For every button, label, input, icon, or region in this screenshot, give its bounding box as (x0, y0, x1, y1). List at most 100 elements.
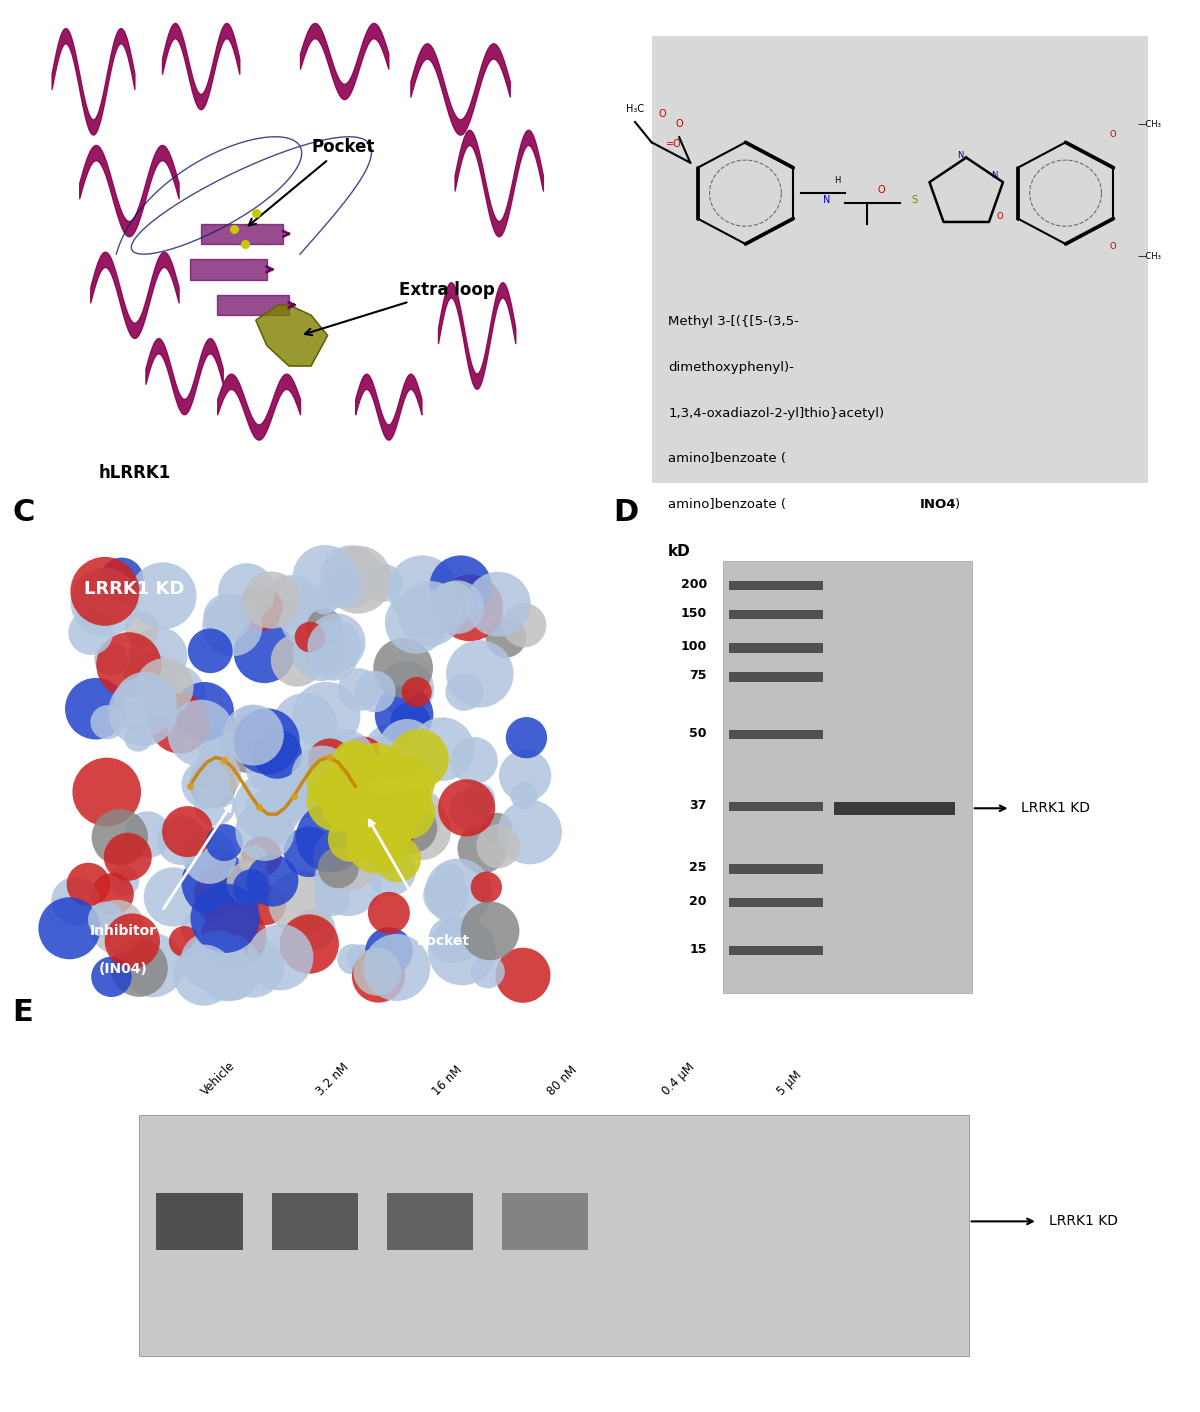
Point (325, 635, 344, 658)
Text: —CH₃: —CH₃ (1138, 120, 1162, 128)
Point (413, 579, 432, 602)
Point (383, 815, 402, 837)
Point (334, 751, 353, 774)
Point (515, 784, 534, 806)
Point (256, 820, 275, 843)
Text: S: S (911, 195, 917, 205)
Point (385, 853, 404, 875)
Point (365, 681, 384, 703)
Point (258, 795, 277, 818)
Point (215, 832, 234, 854)
Point (200, 640, 220, 662)
Text: 1,3,4-oxadiazol-2-yl]thio}acetyl): 1,3,4-oxadiazol-2-yl]thio}acetyl) (668, 407, 884, 419)
Point (370, 770, 389, 792)
Point (305, 918, 324, 940)
Point (224, 925, 244, 947)
Point (401, 771, 420, 794)
Point (256, 801, 275, 823)
Point (324, 771, 343, 794)
Point (108, 916, 127, 939)
Point (254, 641, 274, 664)
Text: H: H (834, 176, 840, 185)
Point (407, 681, 426, 703)
Point (442, 929, 461, 952)
Point (412, 819, 431, 842)
Bar (386, 1193, 473, 1250)
Point (206, 764, 226, 786)
Point (257, 894, 276, 916)
Point (217, 884, 236, 907)
Point (218, 956, 238, 979)
Point (368, 964, 388, 987)
Point (398, 801, 418, 823)
Text: Vehicle: Vehicle (199, 1059, 238, 1099)
Point (208, 949, 227, 971)
Text: O: O (1110, 241, 1116, 251)
Point (132, 618, 151, 641)
Bar (217, 295, 289, 315)
Bar (728, 580, 823, 590)
Text: E: E (12, 998, 34, 1028)
Text: Methyl 3-[({[5-(3,5-: Methyl 3-[({[5-(3,5- (668, 315, 799, 328)
Text: Pocket: Pocket (418, 933, 470, 947)
Point (320, 826, 340, 849)
Point (262, 815, 281, 837)
Point (367, 960, 386, 983)
Point (469, 788, 488, 810)
Point (200, 846, 220, 868)
Text: —CH₃: —CH₃ (1138, 253, 1162, 261)
Point (376, 744, 395, 767)
Point (470, 662, 490, 685)
Point (95, 580, 114, 603)
Text: O: O (1110, 130, 1116, 140)
Point (60, 916, 79, 939)
Bar (200, 223, 283, 244)
Point (170, 712, 190, 734)
Point (305, 777, 324, 799)
Point (328, 789, 347, 812)
Point (388, 847, 407, 870)
Point (114, 870, 133, 892)
Point (342, 565, 361, 587)
Bar (728, 802, 823, 810)
Point (330, 771, 349, 794)
Text: 0.4 μM: 0.4 μM (660, 1060, 697, 1099)
Point (367, 809, 386, 832)
Point (82, 621, 101, 644)
Point (338, 871, 358, 894)
Point (300, 933, 319, 956)
Point (143, 955, 162, 977)
Text: H₃C: H₃C (626, 104, 644, 114)
Point (112, 568, 131, 590)
Point (288, 650, 307, 672)
Point (86, 698, 106, 720)
Point (394, 657, 413, 679)
Point (119, 654, 138, 676)
Point (385, 796, 404, 819)
Point (326, 631, 346, 654)
Text: 25: 25 (689, 861, 707, 874)
Point (394, 802, 413, 825)
Text: N: N (958, 151, 964, 160)
Point (262, 589, 281, 611)
Bar (834, 802, 955, 815)
Point (244, 955, 263, 977)
Point (349, 782, 368, 805)
Point (473, 837, 492, 860)
Point (488, 593, 508, 616)
Point (138, 823, 157, 846)
Point (317, 705, 336, 727)
Bar (728, 864, 823, 874)
Bar (724, 561, 972, 993)
Point (312, 765, 331, 788)
Point (392, 778, 412, 801)
Point (251, 597, 270, 620)
Point (155, 676, 174, 699)
Point (295, 714, 314, 737)
Text: D: D (613, 498, 638, 527)
Text: hLRRK1: hLRRK1 (98, 463, 170, 481)
Point (497, 626, 516, 648)
Point (479, 960, 498, 983)
Point (130, 957, 149, 980)
Point (367, 832, 386, 854)
